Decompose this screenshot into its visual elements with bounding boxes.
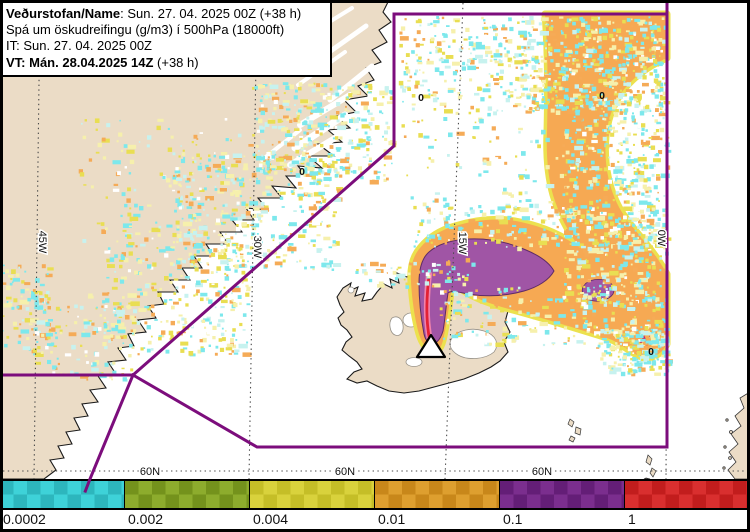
colorbar-tick-3: 0.004: [253, 511, 289, 527]
graticule: [3, 2, 747, 479]
colorbar-tick-1: 0.0002: [3, 511, 46, 527]
colorbar-segment-olive: [125, 481, 250, 508]
norway-coast: [722, 391, 750, 479]
info-line-issuer: Veðurstofan/Name: Sun. 27. 04. 2025 00Z …: [6, 6, 302, 21]
map-canvas: 45W 30W 15W 0W 60N 60N 60N 0 0 0 0: [0, 0, 750, 479]
meridian-label-15w: 15W: [456, 232, 468, 255]
meridian-label-45w: 45W: [36, 231, 48, 254]
zero-contour-label-1: 0: [299, 166, 305, 178]
zero-contour-label-2: 0: [418, 92, 424, 104]
colorbar-segment-cyan: [0, 481, 125, 508]
shetland-islands: [643, 454, 657, 479]
meridian-label-30w: 30W: [251, 236, 263, 259]
info-line-valid-time: VT: Mán. 28.04.2025 14Z (+38 h): [6, 54, 199, 70]
parallel-label-60n-1: 60N: [140, 466, 160, 478]
parallel-label-60n-2: 60N: [335, 466, 355, 478]
zero-contour-label-4: 0: [648, 346, 654, 358]
colorbar-tick-5: 0.1: [503, 511, 523, 527]
colorbar-tick-4: 0.01: [378, 511, 406, 527]
colorbar-segment-purple: [500, 481, 625, 508]
volcano-triangle-icon: [415, 333, 447, 359]
colorbar-tick-6: 1: [628, 511, 636, 527]
info-line-product: Spá um öskudreifingu (g/m3) í 500hPa (18…: [6, 22, 285, 38]
colorbar-tick-2: 0.002: [128, 511, 164, 527]
ash-speckle-field: [0, 16, 673, 382]
colorbar-segment-red: [625, 481, 750, 508]
info-line-initial-time: IT: Sun. 27. 04. 2025 00Z: [6, 38, 152, 54]
faroe-islands: [567, 418, 582, 443]
parallel-label-60n-3: 60N: [532, 466, 552, 478]
forecast-area-boundary: [0, 3, 669, 479]
ash-plume-purple: [418, 238, 555, 344]
colorbar-segment-orange: [375, 481, 500, 508]
colorbar-tick-labels: 0.0002 0.002 0.004 0.01 0.1 1: [0, 510, 750, 529]
zero-contour-label-3: 0: [599, 90, 605, 102]
meridian-label-0w: 0W: [655, 230, 667, 247]
colorbar-segments: [0, 479, 750, 510]
forecast-info-box: Veðurstofan/Name: Sun. 27. 04. 2025 00Z …: [3, 3, 332, 77]
map-labels: 45W 30W 15W 0W 60N 60N 60N 0 0 0 0: [35, 90, 669, 479]
colorbar-segment-yellow: [250, 481, 375, 508]
concentration-colorbar: 0.0002 0.002 0.004 0.01 0.1 1: [0, 479, 750, 532]
